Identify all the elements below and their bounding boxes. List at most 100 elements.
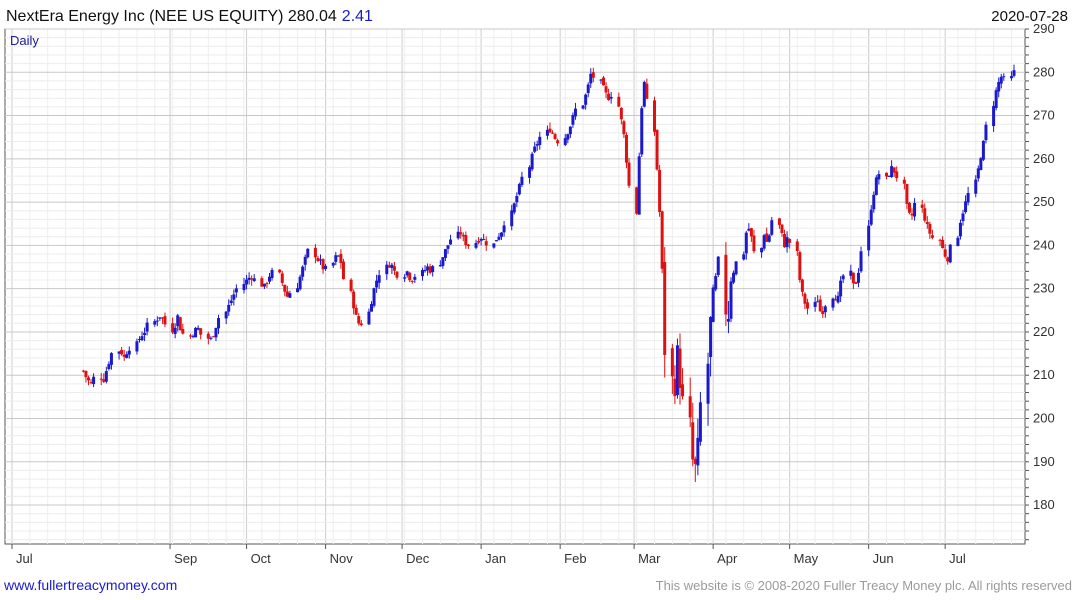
candle-body [163, 316, 167, 325]
x-tick-label: Mar [638, 551, 661, 566]
x-tick-label: Jan [485, 551, 506, 566]
candle-body [92, 376, 96, 385]
candle-body [818, 299, 822, 312]
candle-body [137, 339, 141, 341]
candle-body [420, 269, 424, 277]
candle-body [99, 378, 103, 380]
horizontal-grid [5, 28, 1025, 541]
candle-body [785, 237, 789, 248]
candle-body [387, 265, 391, 268]
candle-body [839, 280, 843, 297]
candle-body [805, 302, 809, 309]
candle-body [413, 276, 417, 280]
candle-body [859, 251, 863, 272]
candle-body [117, 351, 121, 354]
candle-body [176, 315, 180, 327]
candle-body [372, 288, 376, 306]
candle-body [658, 169, 662, 213]
candle-body [250, 278, 254, 280]
candle-body [856, 272, 860, 283]
candle-body [268, 276, 272, 282]
y-tick-label: 220 [1033, 324, 1055, 339]
candle-body [841, 275, 845, 280]
candle-body [242, 284, 246, 291]
candle-body [171, 323, 175, 333]
candle-body [548, 128, 552, 133]
candle-body [339, 253, 343, 264]
candle-body [127, 350, 131, 355]
candle-body [910, 213, 914, 216]
candle-body [145, 322, 149, 332]
candle-body [762, 235, 766, 249]
candle-body [892, 167, 896, 173]
candle-body [107, 364, 111, 370]
candle-body [211, 336, 215, 338]
candle-body [602, 77, 606, 86]
candle-body [729, 281, 733, 319]
candle-body [247, 277, 251, 280]
candle-body [836, 295, 840, 303]
candle-body [89, 382, 93, 384]
candle-body [252, 278, 256, 282]
candle-body [777, 218, 781, 225]
candle-body [492, 243, 496, 248]
candle-body [765, 233, 769, 242]
candle-body [375, 280, 379, 288]
y-tick-label: 180 [1033, 497, 1055, 512]
candle-body [301, 266, 305, 277]
candle-body [655, 130, 659, 170]
candle-body [196, 327, 200, 330]
candle-body [1002, 76, 1006, 78]
candle-body [902, 179, 906, 184]
candle-body [214, 327, 218, 338]
candle-body [691, 422, 695, 460]
candle-body [217, 318, 221, 329]
candle-body [869, 209, 873, 225]
candle-body [742, 254, 746, 260]
candle-body [438, 265, 442, 267]
candle-body [104, 371, 108, 382]
candle-body [477, 240, 481, 243]
candle-body [1009, 76, 1013, 79]
candle-body [321, 259, 325, 270]
x-tick-label: Jul [949, 551, 966, 566]
candle-body [500, 232, 504, 237]
candle-body [928, 223, 932, 234]
candle-body [584, 94, 588, 105]
candle-body [716, 256, 720, 276]
candle-body [586, 84, 590, 94]
candle-body [153, 321, 157, 325]
candle-body [714, 276, 718, 290]
candle-body [711, 287, 715, 322]
candle-body [895, 171, 899, 179]
candle-body [627, 162, 631, 186]
candle-body [979, 158, 983, 170]
candle-body [245, 279, 249, 285]
candle-body [510, 210, 514, 227]
candle-body [545, 129, 549, 136]
y-tick-label: 280 [1033, 64, 1055, 79]
y-tick-label: 270 [1033, 108, 1055, 123]
candle-body [538, 136, 542, 145]
candle-body [102, 379, 106, 382]
y-tick-label: 210 [1033, 367, 1055, 382]
candle-body [997, 81, 1001, 92]
candle-body [976, 168, 980, 179]
candle-body [872, 194, 876, 210]
candle-body [194, 327, 198, 338]
candle-body [981, 140, 985, 160]
candle-body [336, 255, 340, 257]
candle-body [984, 124, 988, 141]
candle-body [456, 231, 460, 239]
candle-body [428, 266, 432, 273]
candle-body [798, 252, 802, 280]
candle-body [199, 328, 203, 335]
website-link[interactable]: www.fullertreacymoney.com [3, 577, 177, 593]
candle-body [224, 311, 228, 319]
candle-body [512, 203, 516, 213]
candle-body [678, 348, 682, 388]
vertical-grid [11, 29, 1012, 544]
y-tick-label: 260 [1033, 151, 1055, 166]
candle-body [120, 349, 124, 355]
